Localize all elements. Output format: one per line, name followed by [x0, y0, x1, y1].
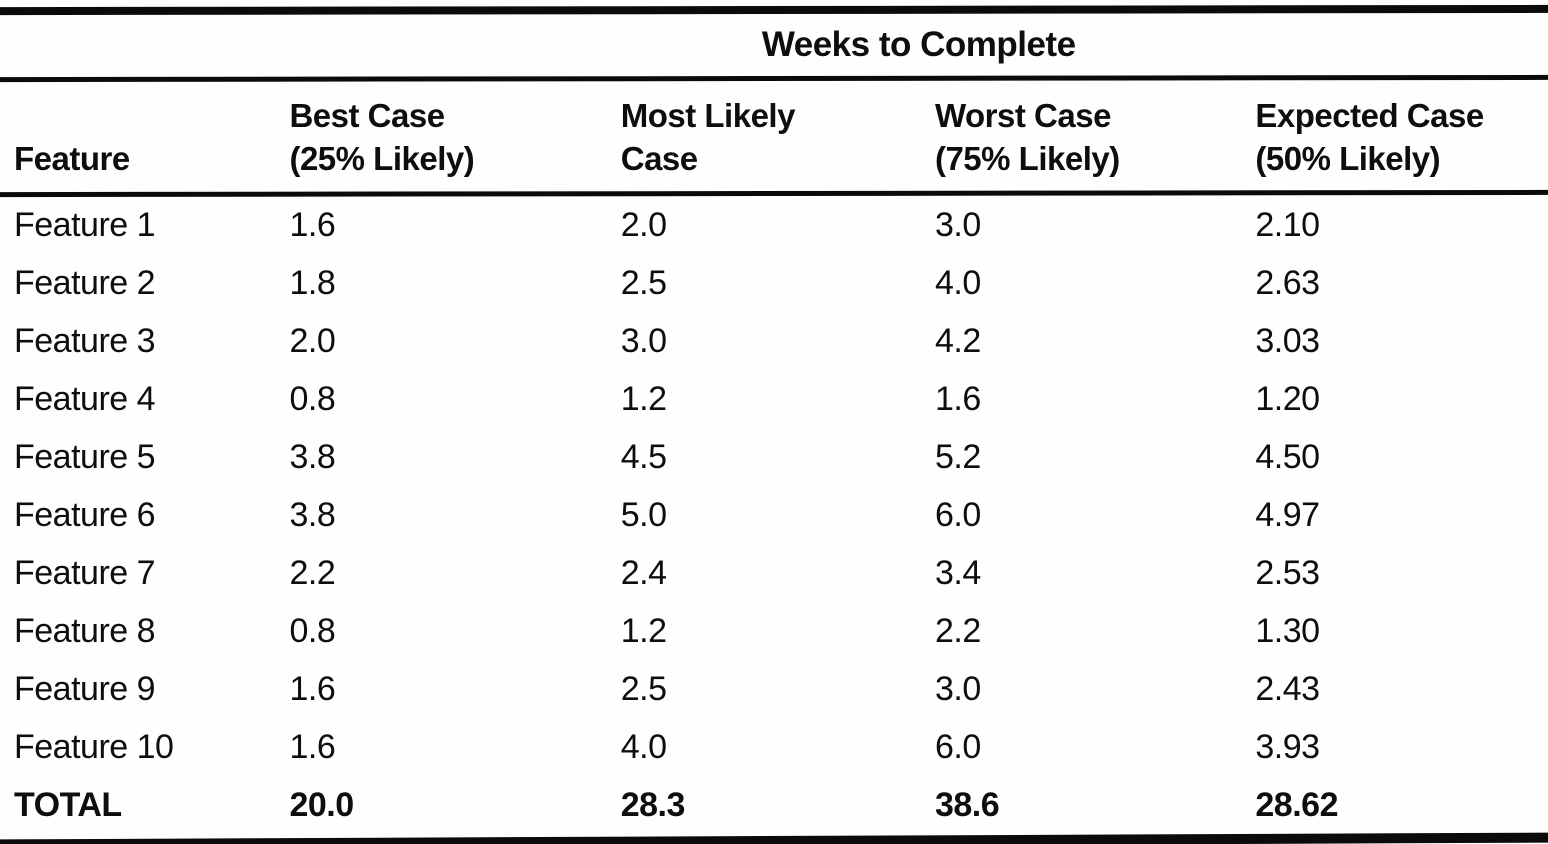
- table-row: Feature 6 3.8 5.0 6.0 4.97: [0, 486, 1548, 544]
- column-header-feature: Feature: [0, 137, 289, 181]
- table-row: Feature 8 0.8 1.2 2.2 1.30: [0, 602, 1548, 660]
- cell-expected-case: 2.53: [1255, 553, 1320, 592]
- cell-best-case: 1.6: [289, 727, 336, 766]
- cell-expected-case: 28.62: [1255, 785, 1338, 824]
- cell-most-likely: 2.0: [620, 205, 667, 244]
- table-header-row: Feature Best Case (25% Likely) Most Like…: [0, 81, 1548, 191]
- cell-feature: Feature 7: [14, 553, 156, 592]
- cell-worst-case: 3.0: [934, 205, 981, 244]
- cell-most-likely: 5.0: [620, 495, 667, 534]
- cell-expected-case: 4.50: [1255, 437, 1320, 476]
- column-header-worst-case: Worst Case (75% Likely): [935, 94, 1255, 181]
- table-row: Feature 2 1.8 2.5 4.0 2.63: [0, 254, 1548, 312]
- cell-feature: Feature 5: [14, 437, 156, 476]
- cell-worst-case: 3.4: [934, 553, 981, 592]
- cell-expected-case: 4.97: [1255, 495, 1320, 534]
- column-header-best-case: Best Case (25% Likely): [289, 94, 620, 181]
- table-span-header-row: Weeks to Complete: [0, 14, 1548, 76]
- cell-feature: Feature 4: [14, 379, 156, 418]
- cell-feature: Feature 8: [14, 611, 156, 650]
- table-row: Feature 3 2.0 3.0 4.2 3.03: [0, 312, 1548, 370]
- cell-expected-case: 2.63: [1255, 263, 1320, 302]
- cell-worst-case: 3.0: [934, 669, 981, 708]
- cell-feature: Feature 2: [14, 263, 156, 302]
- cell-expected-case: 1.30: [1255, 611, 1320, 650]
- cell-most-likely: 1.2: [620, 379, 667, 418]
- cell-best-case: 1.6: [289, 205, 336, 244]
- cell-worst-case: 6.0: [934, 495, 981, 534]
- cell-expected-case: 1.20: [1255, 379, 1320, 418]
- cell-best-case: 2.2: [289, 553, 336, 592]
- cell-feature: Feature 3: [14, 321, 156, 360]
- column-header-label: Best Case: [289, 96, 445, 134]
- table-total-row: TOTAL 20.0 28.3 38.6 28.62: [0, 776, 1548, 834]
- table-row: Feature 9 1.6 2.5 3.0 2.43: [0, 660, 1548, 718]
- cell-best-case: 1.8: [289, 263, 336, 302]
- cell-worst-case: 2.2: [934, 611, 981, 650]
- column-header-most-likely: Most Likely Case: [621, 94, 935, 181]
- cell-worst-case: 38.6: [934, 785, 1000, 824]
- column-header-label: Expected Case: [1255, 96, 1484, 134]
- cell-feature: Feature 6: [14, 495, 156, 534]
- cell-best-case: 0.8: [289, 611, 336, 650]
- column-header-sub: Case: [620, 140, 698, 178]
- cell-most-likely: 2.5: [620, 263, 667, 302]
- cell-feature: Feature 10: [14, 727, 174, 766]
- cell-best-case: 3.8: [289, 437, 336, 476]
- cell-best-case: 3.8: [289, 495, 336, 534]
- column-header-sub: (75% Likely): [934, 140, 1120, 178]
- column-header-label: Most Likely: [620, 96, 796, 134]
- cell-expected-case: 2.43: [1255, 669, 1320, 708]
- cell-worst-case: 4.0: [934, 263, 981, 302]
- cell-best-case: 2.0: [289, 321, 336, 360]
- cell-most-likely: 28.3: [620, 785, 686, 824]
- table-row: Feature 4 0.8 1.2 1.6 1.20: [0, 370, 1548, 428]
- cell-worst-case: 5.2: [934, 437, 981, 476]
- cell-expected-case: 2.10: [1255, 205, 1320, 244]
- table-row: Feature 7 2.2 2.4 3.4 2.53: [0, 544, 1548, 602]
- table-title: Weeks to Complete: [761, 25, 1076, 64]
- cell-expected-case: 3.03: [1255, 321, 1320, 360]
- cell-most-likely: 1.2: [620, 611, 667, 650]
- cell-feature: TOTAL: [14, 785, 122, 824]
- cell-feature: Feature 1: [14, 205, 156, 244]
- table-row: Feature 5 3.8 4.5 5.2 4.50: [0, 428, 1548, 486]
- column-header-expected-case: Expected Case (50% Likely): [1255, 94, 1548, 181]
- column-header-label: Worst Case: [934, 96, 1111, 134]
- column-header-sub: (25% Likely): [289, 140, 475, 178]
- cell-feature: Feature 9: [14, 669, 156, 708]
- cell-worst-case: 6.0: [934, 727, 981, 766]
- cell-expected-case: 3.93: [1255, 727, 1320, 766]
- cell-best-case: 20.0: [289, 785, 354, 824]
- cell-most-likely: 3.0: [620, 321, 667, 360]
- cell-best-case: 0.8: [289, 379, 336, 418]
- cell-most-likely: 2.5: [620, 669, 667, 708]
- cell-worst-case: 4.2: [934, 321, 981, 360]
- table-row: Feature 10 1.6 4.0 6.0 3.93: [0, 718, 1548, 776]
- cell-most-likely: 2.4: [620, 553, 667, 592]
- cell-best-case: 1.6: [289, 669, 336, 708]
- table-body: Feature 1 1.6 2.0 3.0 2.10 Feature 2 1.8 2.5 4.0…: [0, 196, 1548, 834]
- cell-most-likely: 4.5: [620, 437, 667, 476]
- column-header-sub: (50% Likely): [1255, 140, 1441, 178]
- bottom-border-line: [0, 832, 1548, 844]
- table-row: Feature 1 1.6 2.0 3.0 2.10: [0, 196, 1548, 254]
- cell-most-likely: 4.0: [620, 727, 667, 766]
- cell-worst-case: 1.6: [934, 379, 981, 418]
- column-header-label: Feature: [14, 140, 130, 178]
